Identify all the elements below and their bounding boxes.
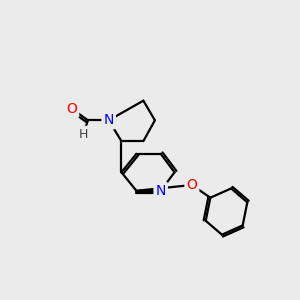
- Text: H: H: [79, 128, 88, 141]
- Text: O: O: [66, 102, 77, 116]
- Text: N: N: [155, 184, 166, 198]
- Text: O: O: [186, 178, 197, 192]
- Text: N: N: [103, 113, 114, 127]
